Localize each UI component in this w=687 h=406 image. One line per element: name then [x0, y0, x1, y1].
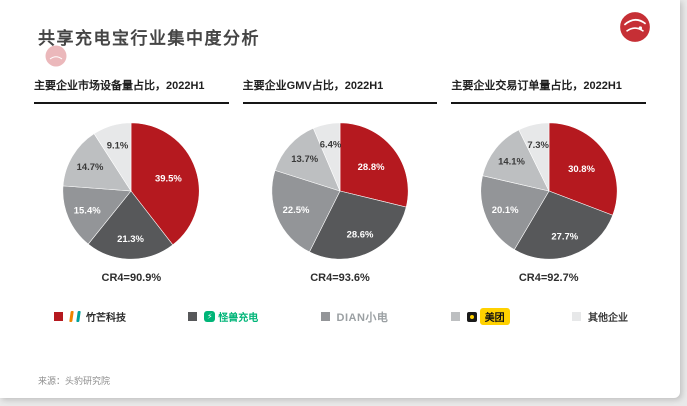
- legend-swatch-zhumang: [54, 312, 63, 321]
- legend-swatch-meituan: [450, 312, 460, 321]
- report-card: 共享充电宝行业集中度分析 主要企业市场设备量占比，2022H1 39.5% 21.…: [0, 0, 680, 398]
- zhumang-logo-bar-icon: [69, 311, 74, 322]
- pie-slice-label: 30.8%: [568, 164, 595, 175]
- pie-slice-label: 27.7%: [551, 231, 578, 242]
- pie-slice-怪兽充电: [513, 190, 613, 260]
- chart-column-gmv: 主要企业GMV占比，2022H1 28.8% 28.6% 22.5% 13.7% 6.4…: [242, 77, 438, 284]
- pie-slice-label: 6.4%: [320, 140, 342, 151]
- pie-slice-竹芒科技: [339, 122, 409, 208]
- chart-column-orders: 主要企业交易订单量占比，2022H1 30.8% 27.7% 20.1% 14.1% 7…: [451, 77, 647, 284]
- pie-slice-其他企业: [518, 122, 549, 192]
- pie-slice-label: 14.7%: [77, 162, 104, 173]
- meituan-kangaroo-icon: [466, 311, 477, 322]
- pie-slice-美团: [63, 133, 132, 192]
- legend-swatch-dian: [320, 312, 330, 321]
- source-note: 来源：头豹研究院: [38, 376, 111, 386]
- pie-slice-美团: [481, 129, 550, 192]
- meituan-logo-text: 美团: [479, 308, 510, 325]
- legend: 竹芒科技 ⚡ 怪兽充电 DIAN小电 美团 其他企业: [0, 308, 680, 325]
- legend-item-monster: ⚡ 怪兽充电: [188, 309, 258, 324]
- pie-slice-竹芒科技: [131, 122, 200, 246]
- legend-item-dian: DIAN小电: [320, 309, 389, 325]
- energy-monster-icon: ⚡: [204, 311, 216, 322]
- cr4-label-gmv: CR4=93.6%: [310, 272, 370, 284]
- pie-slice-label: 21.3%: [117, 234, 144, 245]
- pie-slice-label: 13.7%: [291, 154, 318, 165]
- pie-slice-label: 9.1%: [107, 141, 129, 152]
- header-row: 共享充电宝行业集中度分析: [0, 0, 680, 67]
- dian-logo: DIAN小电: [337, 309, 389, 325]
- pie-slice-其他企业: [312, 122, 341, 192]
- legend-item-zhumang: 竹芒科技: [54, 309, 126, 324]
- pie-slice-小电: [480, 175, 550, 251]
- meituan-logo: 美团: [466, 308, 510, 325]
- legend-swatch-monster: [188, 312, 198, 321]
- pie-slice-label: 14.1%: [498, 157, 525, 168]
- cr4-label-orders: CR4=92.7%: [518, 272, 579, 284]
- others-label: 其他企业: [587, 313, 628, 324]
- chart-title-orders: 主要企业交易订单量占比，2022H1: [451, 77, 647, 104]
- pie-chart-devices: 39.5% 21.3% 15.4% 14.7%9.1%: [62, 122, 200, 260]
- pie-slice-其他企业: [94, 122, 132, 192]
- pie-slice-label: 28.8%: [358, 162, 385, 173]
- charts-row: 主要企业市场设备量占比，2022H1 39.5% 21.3% 15.4% 14.7% 9…: [0, 77, 680, 284]
- pie-slice-label: 20.1%: [491, 205, 518, 216]
- pie-slice-label: 39.5%: [155, 174, 182, 185]
- pie-slice-怪兽充电: [309, 190, 407, 260]
- pie-slice-label: 7.3%: [527, 140, 549, 151]
- chart-title-devices: 主要企业市场设备量占比，2022H1: [34, 77, 229, 104]
- pie-chart-orders: 30.8% 27.7% 20.1% 14.1%7.3%: [480, 122, 618, 260]
- leadleo-logo-watermark: [618, 10, 652, 44]
- zhumang-logo: 竹芒科技: [69, 309, 126, 324]
- page-title: 共享充电宝行业集中度分析: [38, 29, 260, 48]
- pie-slice-怪兽充电: [88, 190, 174, 260]
- pie-slice-竹芒科技: [548, 122, 618, 216]
- pie-slice-小电: [271, 169, 341, 253]
- pie-slice-小电: [62, 185, 132, 245]
- leadleo-logo-watermark-faint: [44, 44, 68, 68]
- legend-swatch-others: [571, 312, 581, 321]
- pie-slice-label: 22.5%: [283, 205, 310, 216]
- zhumang-logo-text: 竹芒科技: [86, 313, 126, 324]
- pie-chart-gmv: 28.8% 28.6% 22.5% 13.7%6.4%: [271, 122, 409, 260]
- pie-slice-label: 28.6%: [347, 230, 374, 241]
- energy-monster-logo: ⚡ 怪兽充电: [204, 309, 258, 324]
- legend-item-others: 其他企业: [571, 309, 628, 324]
- pie-slice-美团: [274, 127, 341, 192]
- cr4-label-devices: CR4=90.9%: [101, 272, 162, 284]
- dian-logo-text: DIAN小电: [336, 311, 389, 324]
- legend-item-meituan: 美团: [450, 308, 510, 325]
- energy-monster-logo-text: 怪兽充电: [218, 313, 259, 324]
- zhumang-logo-bar-icon: [76, 311, 81, 322]
- chart-title-gmv: 主要企业GMV占比，2022H1: [242, 77, 438, 104]
- pie-slice-label: 15.4%: [74, 205, 101, 216]
- chart-column-devices: 主要企业市场设备量占比，2022H1 39.5% 21.3% 15.4% 14.7% 9…: [34, 77, 229, 284]
